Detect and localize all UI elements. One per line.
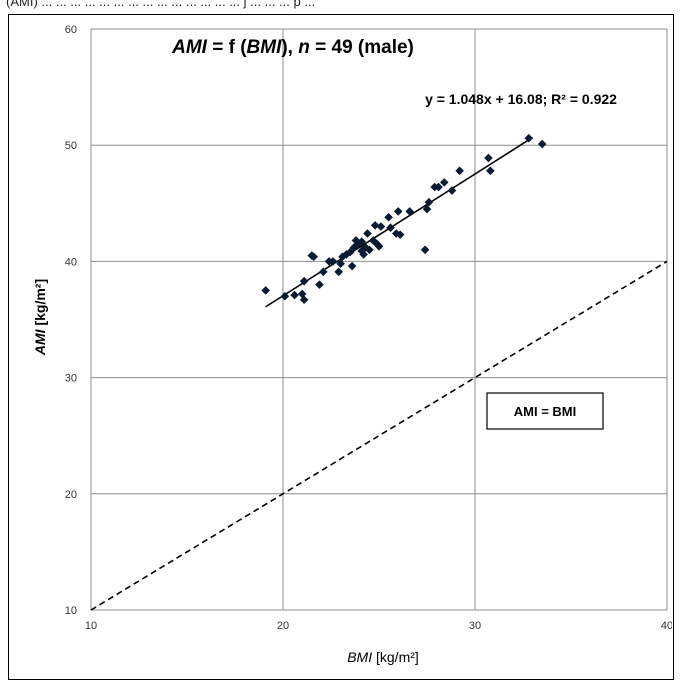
- x-tick-label: 40: [661, 620, 672, 632]
- tick-label-layer: 10 20 30 40 50 60 10 20 30 40: [65, 24, 673, 632]
- data-point: [420, 245, 430, 255]
- title-tail: = 49 (male): [310, 37, 414, 58]
- y-tick-label: 30: [65, 373, 77, 385]
- data-point: [422, 204, 432, 214]
- data-point: [384, 212, 393, 222]
- data-point: [351, 236, 361, 245]
- data-point: [315, 280, 324, 289]
- data-point: [280, 291, 290, 301]
- title-middle: = f (: [207, 37, 247, 58]
- data-point: [376, 222, 386, 231]
- x-tick-label: 10: [85, 620, 97, 632]
- data-point: [368, 236, 378, 245]
- x-axis-label: BMI [kg/m²]: [347, 649, 419, 665]
- chart-title: AMI = f (BMI), n = 49 (male): [171, 37, 414, 58]
- identity-annotation-box: AMI = BMI: [486, 392, 604, 430]
- cropped-caption-text: (AMI) ... ... ... ... ... ... ... ... ..…: [6, 0, 316, 9]
- title-y-var: AMI: [171, 37, 208, 58]
- data-points: [261, 133, 547, 305]
- y-tick-label: 50: [65, 140, 77, 152]
- title-close: ),: [281, 37, 298, 58]
- data-point: [336, 259, 345, 269]
- x-tick-label: 30: [469, 620, 481, 632]
- data-point: [299, 295, 309, 305]
- grid-layer: [90, 28, 668, 611]
- data-point: [405, 207, 415, 216]
- y-tick-label: 10: [65, 605, 77, 617]
- data-point: [338, 252, 347, 262]
- annotation-text: AMI = BMI: [514, 404, 576, 419]
- data-point: [374, 241, 384, 251]
- y-tick-label: 20: [65, 489, 77, 501]
- data-point: [370, 221, 380, 230]
- data-point: [359, 250, 368, 259]
- data-point: [393, 207, 403, 216]
- data-point: [319, 267, 328, 277]
- data-point: [290, 290, 299, 300]
- data-point: [261, 286, 271, 295]
- data-point: [342, 250, 351, 259]
- cropped-caption-strip: (AMI) ... ... ... ... ... ... ... ... ..…: [0, 0, 680, 12]
- data-point: [537, 139, 547, 149]
- trendline-equation: y = 1.048x + 16.08; R² = 0.922: [425, 91, 617, 107]
- title-x-var: BMI: [247, 37, 283, 58]
- y-axis-label: AMI [kg/m²]: [32, 279, 48, 356]
- data-point: [328, 257, 338, 266]
- data-point: [434, 182, 443, 192]
- data-point: [365, 245, 374, 255]
- y-tick-label: 40: [65, 256, 77, 268]
- data-point: [486, 166, 495, 176]
- data-point: [524, 133, 534, 143]
- data-point: [334, 267, 343, 277]
- identity-line: [90, 260, 668, 611]
- data-point: [447, 186, 457, 195]
- data-point: [357, 246, 367, 256]
- data-point: [455, 166, 464, 176]
- data-point: [299, 276, 309, 286]
- y-axis-label-unit: [kg/m²]: [32, 279, 48, 330]
- data-point: [386, 223, 395, 233]
- data-point: [391, 229, 401, 238]
- y-tick-label: 60: [65, 24, 77, 36]
- data-point: [363, 229, 372, 238]
- x-tick-label: 20: [277, 620, 289, 632]
- data-point: [484, 153, 493, 163]
- y-axis-label-italic: AMI: [32, 328, 48, 356]
- title-n-var: n: [298, 37, 310, 58]
- data-point: [439, 178, 449, 187]
- data-point: [347, 261, 357, 271]
- line-layer: [90, 136, 668, 611]
- data-point: [424, 197, 434, 207]
- annotation-box: [486, 392, 604, 430]
- data-point: [361, 243, 370, 252]
- x-axis-label-unit: [kg/m²]: [372, 649, 419, 665]
- data-point: [309, 252, 319, 262]
- trendline: [265, 136, 534, 308]
- data-point: [345, 247, 355, 257]
- chart-frame: 10 20 30 40 50 60 10 20 30 40 AMI = f (BMI), n = …: [8, 14, 674, 680]
- data-point: [357, 237, 367, 246]
- data-point: [395, 230, 405, 239]
- x-axis-label-italic: BMI: [347, 649, 372, 665]
